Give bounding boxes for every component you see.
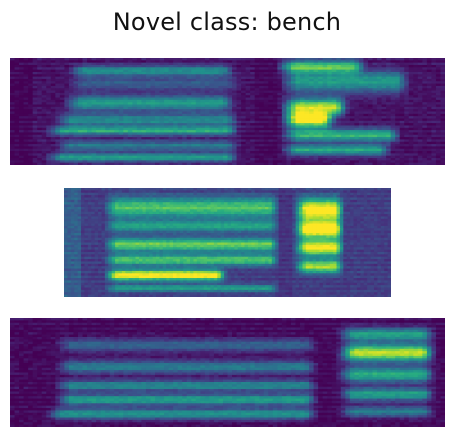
spectrogram-1-canvas [10, 58, 445, 165]
figure-title: Novel class: bench [112, 8, 342, 36]
spectrogram-2 [64, 188, 391, 297]
spectrogram-1 [10, 58, 445, 165]
spectrogram-3 [10, 318, 445, 427]
spectrogram-3-canvas [10, 318, 445, 427]
spectrogram-2-canvas [64, 188, 391, 297]
